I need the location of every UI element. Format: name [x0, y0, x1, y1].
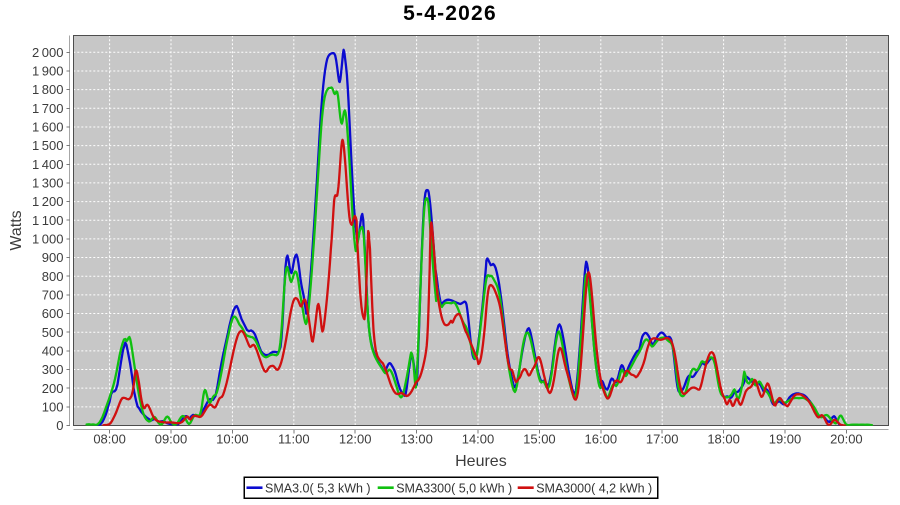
svg-text:16:00: 16:00 [585, 432, 618, 447]
svg-text:700: 700 [42, 287, 64, 302]
svg-text:500: 500 [42, 325, 64, 340]
svg-text:20:00: 20:00 [830, 432, 863, 447]
svg-text:15:00: 15:00 [523, 432, 556, 447]
svg-text:400: 400 [42, 343, 64, 358]
svg-text:1 400: 1 400 [32, 157, 64, 172]
svg-text:SMA3300( 5,0 kWh ): SMA3300( 5,0 kWh ) [396, 481, 512, 495]
svg-text:10:00: 10:00 [216, 432, 249, 447]
svg-text:1 100: 1 100 [32, 213, 64, 228]
svg-text:800: 800 [42, 269, 64, 284]
svg-text:09:00: 09:00 [155, 432, 188, 447]
svg-text:1 200: 1 200 [32, 194, 64, 209]
svg-text:13:00: 13:00 [400, 432, 433, 447]
svg-text:0: 0 [56, 418, 63, 433]
svg-text:200: 200 [42, 381, 64, 396]
svg-text:5-4-2026: 5-4-2026 [403, 2, 497, 25]
svg-text:SMA3000( 4,2 kWh ): SMA3000( 4,2 kWh ) [536, 481, 652, 495]
svg-text:19:00: 19:00 [769, 432, 802, 447]
svg-text:1 300: 1 300 [32, 176, 64, 191]
svg-text:12:00: 12:00 [339, 432, 372, 447]
svg-text:1 500: 1 500 [32, 138, 64, 153]
svg-text:100: 100 [42, 399, 64, 414]
svg-text:2 000: 2 000 [32, 45, 64, 60]
svg-text:900: 900 [42, 250, 64, 265]
svg-text:Heures: Heures [455, 453, 507, 470]
svg-text:1 600: 1 600 [32, 120, 64, 135]
svg-text:17:00: 17:00 [646, 432, 679, 447]
svg-text:600: 600 [42, 306, 64, 321]
svg-text:300: 300 [42, 362, 64, 377]
svg-text:1 800: 1 800 [32, 82, 64, 97]
svg-text:18:00: 18:00 [707, 432, 740, 447]
svg-text:11:00: 11:00 [278, 432, 310, 447]
svg-text:SMA3.0( 5,3 kWh ): SMA3.0( 5,3 kWh ) [265, 481, 371, 495]
svg-text:1 700: 1 700 [32, 101, 64, 116]
svg-text:08:00: 08:00 [93, 432, 126, 447]
svg-text:Watts: Watts [8, 210, 25, 250]
svg-text:1 000: 1 000 [32, 232, 64, 247]
svg-text:1 900: 1 900 [32, 64, 64, 79]
svg-text:14:00: 14:00 [462, 432, 495, 447]
